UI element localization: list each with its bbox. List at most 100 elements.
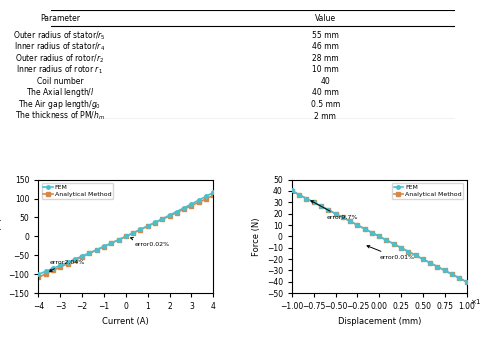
Text: 28 mm: 28 mm <box>312 54 338 63</box>
Analytical Method <box>296 193 301 197</box>
FEM <box>174 210 180 214</box>
FEM <box>94 248 99 252</box>
FEM <box>361 227 367 231</box>
FEM <box>166 213 172 217</box>
FEM <box>159 217 165 221</box>
FEM <box>332 212 338 216</box>
FEM <box>181 206 187 210</box>
Analytical Method <box>108 241 114 245</box>
Analytical Method <box>57 265 63 269</box>
Text: error2.04%: error2.04% <box>49 259 84 271</box>
FEM <box>368 231 374 235</box>
Text: 40: 40 <box>320 77 329 86</box>
FEM <box>57 263 63 267</box>
Analytical Method <box>181 207 187 211</box>
FEM <box>72 257 78 261</box>
FEM <box>203 194 208 198</box>
FEM <box>123 234 129 238</box>
FEM <box>188 202 194 206</box>
Text: Outer radius of rotor/$r_2$: Outer radius of rotor/$r_2$ <box>15 52 104 65</box>
FEM <box>456 276 461 280</box>
Text: Coil number: Coil number <box>36 77 83 86</box>
Analytical Method <box>456 276 461 280</box>
FEM <box>405 249 410 253</box>
FEM <box>317 204 323 208</box>
FEM <box>86 251 92 255</box>
FEM <box>130 231 136 235</box>
Analytical Method <box>210 193 216 197</box>
Text: 40 mm: 40 mm <box>311 89 338 97</box>
Text: 10 mm: 10 mm <box>311 65 338 74</box>
FEM <box>324 208 330 212</box>
Analytical Method <box>43 272 48 276</box>
FEM <box>115 238 121 242</box>
Text: Inner radius of rotor $r_1$: Inner radius of rotor $r_1$ <box>16 64 103 76</box>
Analytical Method <box>361 227 367 231</box>
Text: Outer radius of stator/$r_5$: Outer radius of stator/$r_5$ <box>13 29 106 42</box>
Analytical Method <box>419 257 425 261</box>
Analytical Method <box>94 248 99 252</box>
Analytical Method <box>166 214 172 218</box>
Y-axis label: Force (N): Force (N) <box>252 217 261 256</box>
Analytical Method <box>426 261 432 265</box>
Line: FEM: FEM <box>289 189 468 283</box>
FEM <box>390 242 396 246</box>
FEM <box>288 188 294 192</box>
Text: $\times 10^{-3}$: $\times 10^{-3}$ <box>469 297 480 308</box>
Analytical Method <box>65 262 71 266</box>
Analytical Method <box>137 227 143 232</box>
X-axis label: Displacement (mm): Displacement (mm) <box>337 317 420 326</box>
Text: 2 mm: 2 mm <box>314 112 336 121</box>
Text: 46 mm: 46 mm <box>311 42 338 52</box>
Analytical Method <box>433 265 439 269</box>
Analytical Method <box>317 204 323 208</box>
Analytical Method <box>288 189 294 193</box>
FEM <box>50 266 56 270</box>
Text: Value: Value <box>314 14 335 23</box>
Analytical Method <box>72 258 78 262</box>
FEM <box>303 196 309 201</box>
FEM <box>347 219 352 223</box>
Analytical Method <box>50 269 56 273</box>
FEM <box>426 261 432 265</box>
Analytical Method <box>86 251 92 255</box>
Line: Analytical Method: Analytical Method <box>36 194 215 279</box>
Analytical Method <box>324 208 330 212</box>
FEM <box>463 280 468 284</box>
FEM <box>195 198 201 202</box>
FEM <box>137 227 143 232</box>
Analytical Method <box>448 272 454 276</box>
Y-axis label: Force (N): Force (N) <box>0 217 3 256</box>
FEM <box>101 244 107 248</box>
Text: error0.01%: error0.01% <box>366 246 413 260</box>
Analytical Method <box>347 219 352 223</box>
Analytical Method <box>144 224 150 228</box>
Analytical Method <box>101 245 107 249</box>
FEM <box>43 269 48 273</box>
Analytical Method <box>79 255 85 259</box>
X-axis label: Current (A): Current (A) <box>102 317 149 326</box>
Line: FEM: FEM <box>36 191 215 276</box>
Text: error9.7%: error9.7% <box>310 201 358 220</box>
FEM <box>36 272 41 276</box>
Analytical Method <box>339 215 345 219</box>
FEM <box>441 269 447 273</box>
Analytical Method <box>36 275 41 279</box>
FEM <box>310 200 316 204</box>
FEM <box>210 190 216 194</box>
Analytical Method <box>375 234 381 238</box>
Text: Parameter: Parameter <box>40 14 80 23</box>
Analytical Method <box>195 200 201 204</box>
Analytical Method <box>123 234 129 238</box>
FEM <box>412 253 418 257</box>
Analytical Method <box>188 204 194 208</box>
FEM <box>65 260 71 264</box>
Analytical Method <box>383 238 389 242</box>
Analytical Method <box>390 242 396 246</box>
FEM <box>144 224 150 228</box>
Text: error0.02%: error0.02% <box>131 237 169 247</box>
Analytical Method <box>397 246 403 250</box>
Text: The thickness of PM/$h_m$: The thickness of PM/$h_m$ <box>15 110 105 122</box>
Analytical Method <box>463 280 468 284</box>
Text: The Axial length/$l$: The Axial length/$l$ <box>25 87 94 99</box>
